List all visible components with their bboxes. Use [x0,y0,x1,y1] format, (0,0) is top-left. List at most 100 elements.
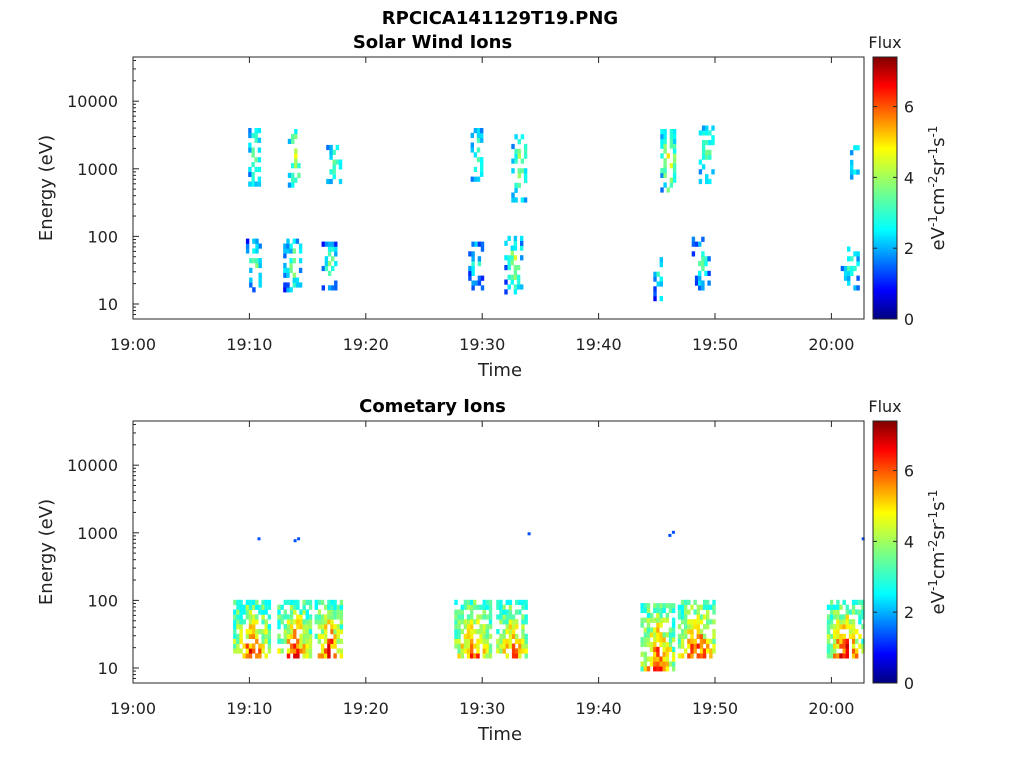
heatmap-cell [829,633,834,639]
heatmap-cell [520,158,525,164]
heatmap-cell [677,638,682,644]
heatmap-cell [339,599,344,605]
heatmap-cell [680,604,685,610]
heatmap-cell [245,648,250,654]
heatmap-cell [233,643,237,649]
heatmap-cell [299,633,303,639]
heatmap-cell [836,643,840,649]
heatmap-cell [524,653,528,659]
heatmap-cell [851,624,856,630]
heatmap-cell [826,614,831,620]
heatmap-cell [704,256,708,262]
heatmap-cell [646,656,651,662]
heatmap-cell [488,643,493,649]
y-tick-label: 1000 [77,160,118,179]
heatmap-cell [333,643,337,649]
heatmap-cell [480,137,484,143]
heatmap-cell [476,638,480,644]
heatmap-cell [696,624,700,630]
heatmap-cell [476,648,480,654]
heatmap-cell [255,238,259,244]
heatmap-cell [510,245,514,251]
heatmap-cell [261,609,265,615]
heatmap-cell [289,243,293,249]
heatmap-cell [283,248,287,254]
heatmap-cell [480,166,484,172]
heatmap-cell [861,537,865,541]
heatmap-cell [308,633,313,639]
heatmap-cell [659,612,663,618]
heatmap-cell [473,619,477,625]
heatmap-cell [669,133,674,140]
heatmap-cell [245,604,250,610]
heatmap-cell [699,648,704,654]
heatmap-cell [855,599,859,605]
axes-frame [132,420,865,684]
heatmap-cell [463,648,468,654]
x-tick-label: 19:00 [110,699,156,718]
heatmap-cell [289,614,294,620]
heatmap-cell [468,270,472,276]
heatmap-cell [671,661,676,667]
heatmap-cell [293,643,297,649]
heatmap-cell [283,267,287,273]
heatmap-cell [305,638,309,644]
x-tick-label: 20:00 [808,335,854,354]
heatmap-cell [833,643,837,649]
heatmap-cell [289,267,293,273]
heatmap-cell [289,262,293,269]
heatmap-cell [488,599,493,605]
heatmap-cell [471,256,475,262]
heatmap-cell [488,648,493,654]
heatmap-cell [659,607,663,614]
heatmap-cell [836,633,840,639]
heatmap-cell [665,651,670,657]
heatmap-cell [665,603,670,609]
heatmap-cell [505,638,509,644]
heatmap-cell [294,129,298,135]
heatmap-cell [333,604,337,610]
heatmap-cell [850,150,854,156]
heatmap-cell [693,643,697,649]
heatmap-cell [643,607,648,614]
heatmap-cell [255,258,259,264]
heatmap-cell [662,651,666,657]
heatmap-cell [698,261,702,267]
heatmap-cell [248,624,253,630]
heatmap-cell [701,140,706,146]
heatmap-cell [702,599,707,605]
heatmap-cell [656,637,660,643]
heatmap-cell [851,653,856,659]
heatmap-cell [839,624,843,630]
heatmap-cell [252,648,256,654]
heatmap-cell [660,153,664,159]
heatmap-cell [712,643,716,649]
heatmap-cell [482,624,486,630]
heatmap-cell [293,599,297,605]
heatmap-cell [680,633,685,639]
heatmap-cell [258,277,262,283]
heatmap-cell [665,612,670,618]
heatmap-cell [523,177,528,184]
heatmap-cell [485,599,490,605]
heatmap-cell [847,246,851,252]
heatmap-cell [252,599,256,605]
heatmap-cell [520,134,525,140]
heatmap-cell [656,666,660,672]
heatmap-cell [286,267,290,273]
heatmap-cell [460,604,464,610]
panel-title: Cometary Ions [359,396,506,417]
heatmap-cell [705,174,709,180]
heatmap-cell [656,651,660,657]
heatmap-cell [245,243,250,249]
heatmap-cell [466,604,471,610]
heatmap-cell [646,622,651,628]
heatmap-cell [663,133,667,140]
heatmap-cell [845,609,849,615]
heatmap-cell [706,614,710,620]
heatmap-cell [515,624,519,630]
heatmap-cell [515,633,519,639]
heatmap-cell [693,599,697,605]
heatmap-cell [333,614,337,620]
heatmap-cell [249,258,253,264]
